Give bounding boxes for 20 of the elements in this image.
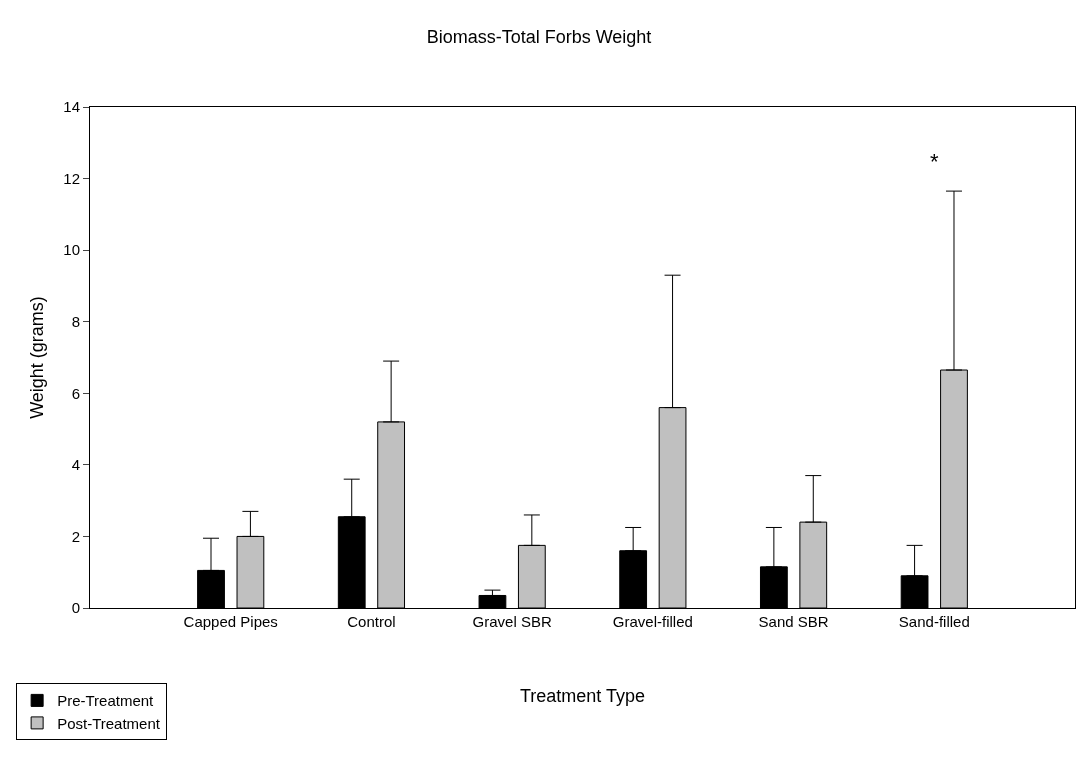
- x-tick-label: Sand-filled: [898, 613, 970, 630]
- y-tick-label: 12: [63, 169, 80, 187]
- y-tick-label: 8: [71, 312, 80, 330]
- x-tick-label: Capped Pipes: [183, 613, 278, 630]
- y-tick-label: 10: [63, 241, 80, 259]
- x-tick-label: Gravel-filled: [612, 613, 693, 630]
- x-tick-label: Control: [347, 613, 396, 630]
- y-tick-label: 6: [71, 384, 80, 402]
- x-axis-title: Treatment Type: [519, 686, 646, 707]
- legend-label: Post-Treatment: [57, 714, 161, 732]
- y-tick-label: 4: [71, 456, 80, 474]
- y-tick-label: 14: [63, 98, 80, 116]
- x-tick-label: Sand SBR: [758, 613, 829, 630]
- y-tick-label: 2: [71, 527, 80, 545]
- y-axis-title: Weight (grams): [26, 296, 47, 419]
- y-tick-label: 0: [71, 599, 80, 617]
- chart-title: Biomass-Total Forbs Weight: [426, 27, 652, 48]
- x-tick-label: Gravel SBR: [472, 613, 552, 630]
- annotation: *: [930, 149, 939, 174]
- legend-label: Pre-Treatment: [57, 692, 155, 710]
